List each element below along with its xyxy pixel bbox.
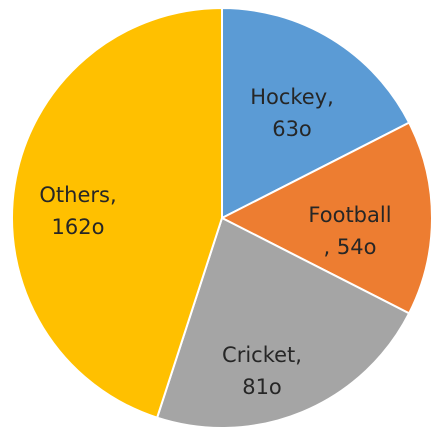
pie-slice-others [11,6,223,419]
pie-label-line: Others, [39,183,116,207]
pie-labels: Hockey, 63o Football , 54o Cricket, 81o Others… [39,85,391,399]
pie-label-hockey: Hockey, 63o [250,85,334,141]
pie-label-football: Football , 54o [308,203,391,259]
pie-slice-hockey [221,6,411,220]
pie-label-line: Football [308,203,391,227]
pie-label-others: Others, 162o [39,183,116,239]
pie-label-line: 162o [52,215,105,239]
pie-slice-cricket [155,216,411,429]
pie-label-line: Cricket, [222,343,302,367]
pie-label-line: 63o [272,117,312,141]
pie-slices [11,6,432,429]
pie-label-line: , 54o [324,235,377,259]
pie-label-cricket: Cricket, 81o [222,343,302,399]
pie-label-line: Hockey, [250,85,334,109]
pie-label-line: 81o [242,375,282,399]
